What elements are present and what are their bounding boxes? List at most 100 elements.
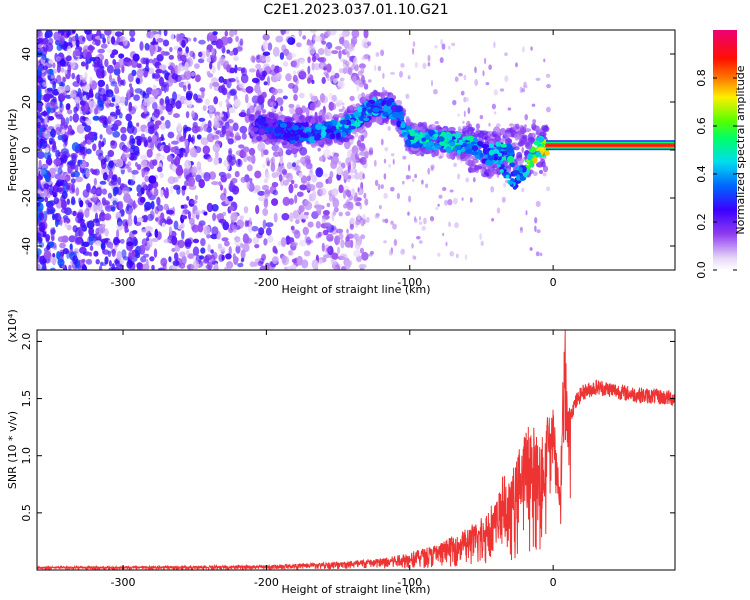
noise-cell: [240, 243, 244, 248]
noise-cell: [302, 161, 307, 167]
noise-cell: [127, 166, 132, 173]
noise-cell: [515, 62, 518, 68]
signal-cell: [365, 102, 371, 108]
signal-cell: [258, 128, 266, 135]
noise-cell: [442, 232, 445, 237]
noise-cell: [346, 204, 354, 211]
noise-cell: [92, 63, 96, 68]
noise-cell: [321, 40, 327, 45]
noise-cell: [235, 135, 242, 141]
noise-cell: [92, 197, 97, 203]
noise-cell: [211, 251, 218, 260]
noise-cell: [77, 35, 86, 45]
noise-cell: [184, 180, 189, 187]
signal-cell: [497, 160, 502, 165]
noise-cell: [231, 185, 240, 195]
chart-title: C2E1.2023.037.01.10.G21: [263, 2, 448, 18]
noise-cell: [298, 70, 307, 80]
noise-cell: [423, 217, 427, 225]
signal-halo: [472, 158, 479, 164]
noise-cell: [418, 240, 423, 244]
noise-cell: [193, 37, 197, 42]
noise-cell: [334, 72, 340, 79]
signal-halo: [289, 144, 294, 150]
noise-cell: [293, 70, 297, 76]
signal-halo: [542, 125, 550, 133]
noise-cell: [342, 59, 348, 65]
noise-cell: [56, 251, 61, 260]
noise-cell: [213, 157, 219, 166]
noise-cell: [66, 32, 70, 38]
noise-cell: [145, 205, 150, 211]
noise-cell: [206, 57, 212, 63]
noise-cell: [41, 163, 49, 170]
noise-cell: [190, 137, 194, 143]
noise-cell: [37, 217, 40, 224]
noise-cell: [52, 80, 57, 90]
noise-cell: [357, 70, 363, 76]
noise-cell: [258, 196, 266, 202]
noise-cell: [113, 236, 120, 246]
noise-cell: [302, 226, 309, 236]
noise-cell: [110, 53, 115, 59]
noise-cell: [94, 232, 102, 240]
noise-cell: [414, 173, 417, 179]
signal-cell: [428, 129, 435, 136]
noise-cell: [93, 133, 98, 141]
noise-cell: [75, 176, 84, 183]
signal-halo: [305, 115, 312, 124]
y-tick-label: 1.5: [20, 390, 33, 408]
signal-cell: [485, 159, 494, 166]
noise-cell: [38, 159, 42, 169]
noise-cell: [295, 219, 300, 225]
noise-cell: [222, 221, 230, 231]
noise-cell: [225, 173, 232, 179]
noise-cell: [136, 69, 144, 78]
noise-cell: [60, 154, 68, 163]
noise-cell: [305, 236, 312, 246]
noise-cell: [86, 92, 90, 100]
noise-cell: [282, 95, 288, 100]
noise-cell: [546, 84, 551, 89]
noise-cell: [529, 247, 533, 251]
noise-cell: [323, 210, 330, 216]
noise-cell: [101, 197, 106, 205]
signal-halo: [475, 128, 481, 134]
noise-cell: [44, 213, 48, 222]
noise-cell: [131, 169, 139, 175]
noise-cell: [104, 154, 110, 162]
noise-cell: [207, 156, 213, 163]
noise-cell: [308, 44, 316, 55]
noise-cell: [303, 211, 309, 216]
signal-halo: [459, 152, 467, 159]
signal-halo: [527, 137, 536, 143]
signal-cell: [405, 139, 411, 147]
noise-cell: [336, 228, 344, 234]
noise-cell: [52, 96, 57, 103]
noise-cell: [304, 199, 310, 208]
noise-cell: [339, 77, 345, 82]
noise-cell: [220, 184, 224, 191]
noise-cell: [142, 67, 149, 72]
noise-cell: [109, 111, 116, 117]
noise-cell: [163, 30, 168, 37]
noise-cell: [408, 164, 411, 172]
noise-cell: [310, 95, 318, 102]
noise-cell: [108, 169, 114, 179]
signal-cell: [445, 133, 453, 139]
noise-cell: [104, 30, 112, 36]
noise-cell: [262, 51, 271, 56]
noise-cell: [40, 111, 48, 116]
noise-cell: [184, 139, 189, 148]
x-tick-label: 0: [550, 576, 557, 589]
signal-cell: [339, 119, 348, 125]
noise-cell: [306, 175, 311, 182]
snr-border: [36, 329, 676, 571]
noise-cell: [407, 211, 410, 216]
noise-cell: [66, 198, 70, 205]
noise-cell: [162, 39, 170, 47]
noise-cell: [271, 256, 279, 265]
noise-cell: [381, 86, 385, 93]
noise-cell: [66, 55, 72, 62]
noise-cell: [363, 30, 369, 39]
